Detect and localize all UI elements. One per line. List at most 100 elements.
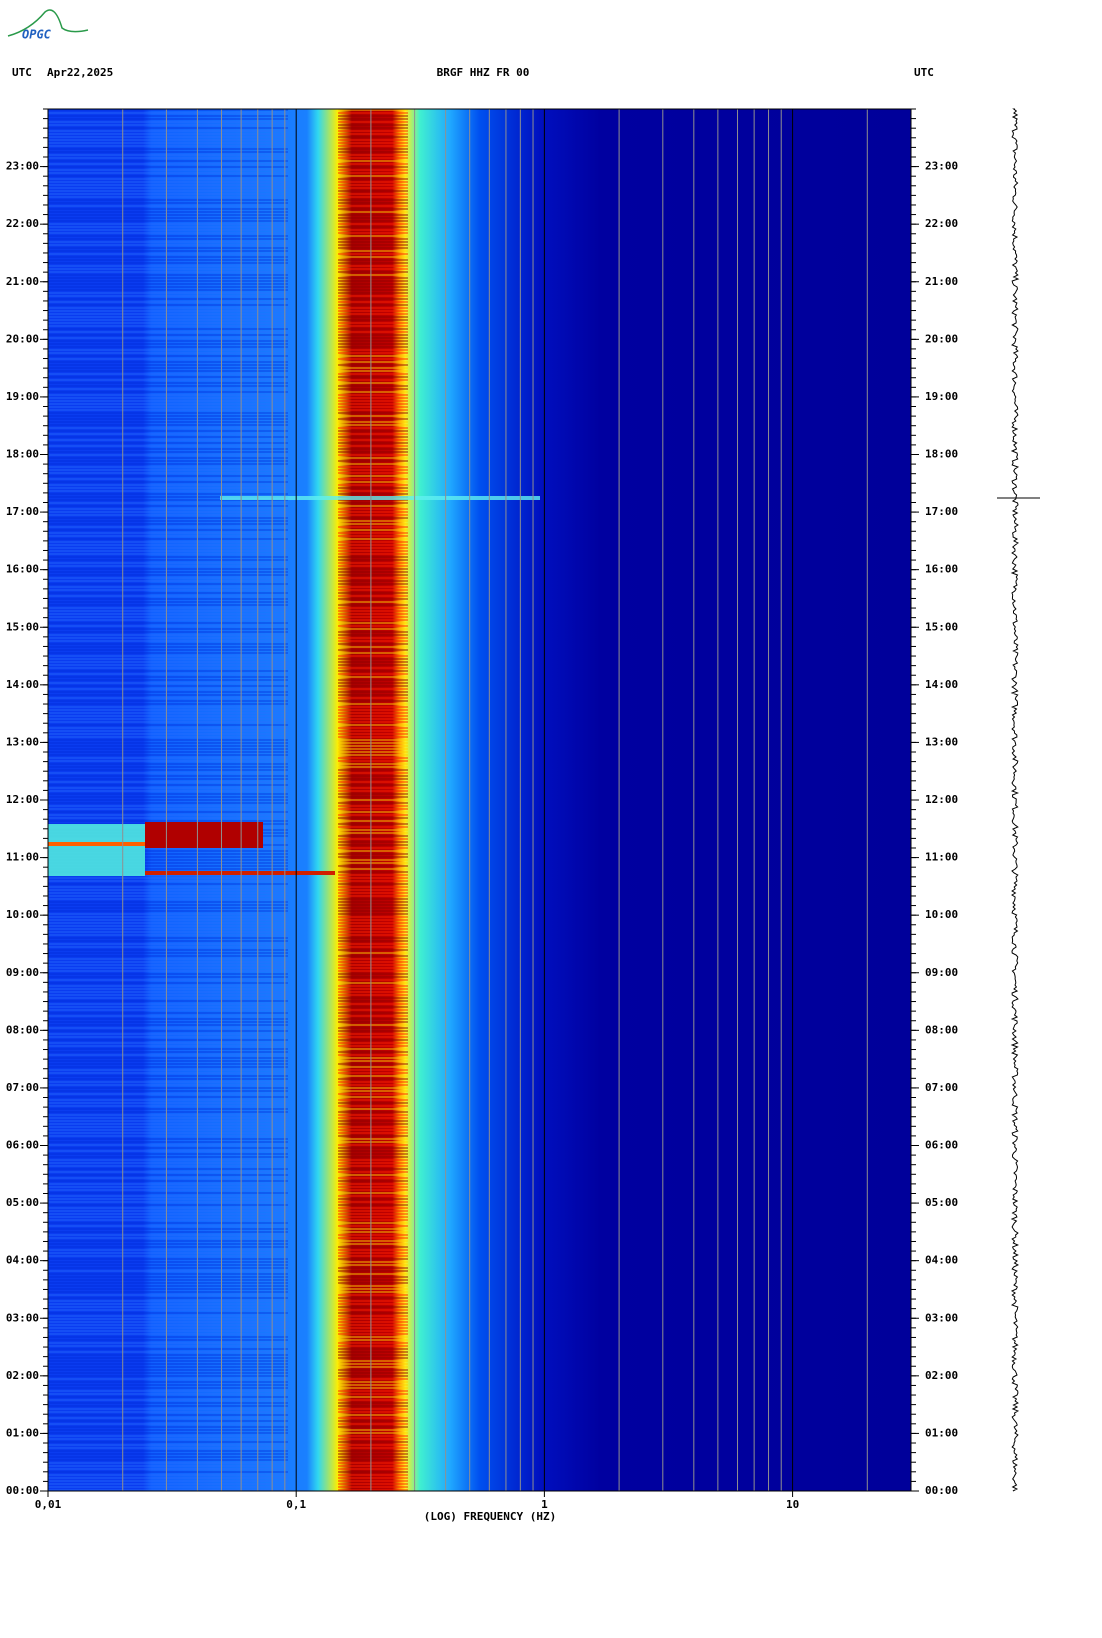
stripe [338, 988, 408, 990]
stripe [338, 1033, 408, 1035]
stripe [338, 772, 408, 774]
stripe [48, 1303, 288, 1305]
date: Apr22,2025 [47, 66, 113, 79]
stripe [338, 1312, 408, 1314]
stripe [338, 133, 408, 135]
stripe [338, 187, 408, 189]
stripe [338, 196, 408, 198]
stripe [338, 361, 408, 363]
stripe [48, 271, 288, 273]
stripe [338, 295, 408, 297]
stripe [338, 1321, 408, 1323]
stripe [338, 709, 408, 711]
stripe [338, 1126, 408, 1128]
stripe [338, 769, 408, 771]
stripe [48, 646, 288, 648]
stripe [48, 550, 288, 552]
stripe [48, 808, 288, 810]
stripe [338, 352, 408, 354]
stripe [338, 727, 408, 729]
stripe [338, 724, 408, 726]
stripe [338, 742, 408, 744]
stripe [338, 199, 408, 201]
stripe [338, 334, 408, 336]
stripe [48, 439, 288, 441]
stripe [48, 601, 288, 603]
stripe [338, 1468, 408, 1470]
stripe [48, 391, 288, 393]
stripe [338, 1171, 408, 1173]
stripe [48, 421, 288, 423]
stripe [338, 1258, 408, 1260]
stripe [338, 1045, 408, 1047]
stripe [48, 307, 288, 309]
stripe [48, 226, 288, 228]
stripe [48, 1294, 288, 1296]
stripe [48, 862, 288, 864]
stripe [338, 859, 408, 861]
y-tick-label: 10:00 [6, 908, 39, 921]
stripe [48, 322, 288, 324]
stripe [338, 193, 408, 195]
stripe [48, 313, 288, 315]
stripe [338, 1147, 408, 1149]
stripe [48, 1078, 288, 1080]
stripe [48, 958, 288, 960]
stripe [48, 1051, 288, 1053]
stripe [338, 1048, 408, 1050]
stripe [338, 532, 408, 534]
stripe [338, 1219, 408, 1221]
stripe [338, 208, 408, 210]
stripe [48, 1111, 288, 1113]
stripe [48, 445, 288, 447]
stripe [338, 865, 408, 867]
stripe [338, 349, 408, 351]
y-tick-label: 23:00 [6, 160, 39, 173]
stripe [48, 1213, 288, 1215]
stripe [48, 1144, 288, 1146]
stripe [338, 1012, 408, 1014]
stripe [48, 367, 288, 369]
stripe [48, 124, 288, 126]
stripe [48, 466, 288, 468]
y-tick-label: 00:00 [6, 1484, 39, 1497]
stripe [338, 895, 408, 897]
stripe [48, 553, 288, 555]
stripe [338, 808, 408, 810]
stripe [48, 1387, 288, 1389]
stripe [338, 676, 408, 678]
stripe [338, 1102, 408, 1104]
stripe [338, 694, 408, 696]
stripe [48, 1453, 288, 1455]
stripe [338, 1327, 408, 1329]
stripe [48, 1381, 288, 1383]
stripe [338, 1342, 408, 1344]
stripe [338, 484, 408, 486]
stripe [338, 274, 408, 276]
stripe [338, 1105, 408, 1107]
stripe [338, 232, 408, 234]
stripe [48, 928, 288, 930]
stripe [338, 556, 408, 558]
stripe [48, 289, 288, 291]
stripe [338, 142, 408, 144]
stripe [48, 475, 288, 477]
stripe [48, 283, 288, 285]
stripe [48, 817, 288, 819]
stripe [338, 130, 408, 132]
stripe [48, 1366, 288, 1368]
stripe [48, 916, 288, 918]
stripe [48, 1480, 288, 1482]
stripe [338, 979, 408, 981]
stripe [48, 1489, 288, 1491]
stripe [48, 142, 288, 144]
stripe [338, 1330, 408, 1332]
stripe [48, 1246, 288, 1248]
stripe [48, 517, 288, 519]
y-tick-label: 22:00 [925, 217, 958, 230]
stripe [338, 1084, 408, 1086]
stripe [338, 394, 408, 396]
stripe [338, 829, 408, 831]
stripe [48, 769, 288, 771]
stripe [338, 1414, 408, 1416]
